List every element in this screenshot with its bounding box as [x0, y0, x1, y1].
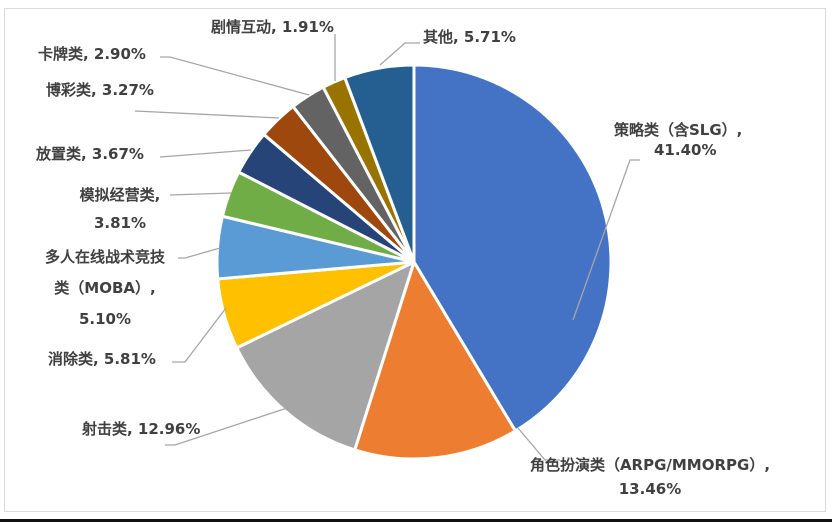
leader-line-0	[517, 427, 560, 461]
leader-line-4	[178, 247, 221, 259]
label-gambling-text: 博彩类, 3.27%	[46, 81, 154, 99]
label-match-text: 消除类, 5.81%	[48, 350, 156, 368]
leader-line-1	[572, 159, 640, 321]
label-other: 其他, 5.71%	[423, 27, 516, 47]
leader-line-5	[169, 192, 232, 196]
leader-lines	[134, 34, 640, 461]
label-card-text: 卡牌类, 2.90%	[38, 45, 146, 63]
label-strategy-value: 41.40%	[654, 141, 717, 159]
leader-line-6	[159, 149, 252, 158]
label-strategy: 策略类（含SLG）, 41.40%	[614, 120, 742, 160]
label-story-text: 剧情互动, 1.91%	[211, 18, 334, 36]
label-moba-line1: 多人在线战术竞技	[44, 248, 165, 266]
label-story: 剧情互动, 1.91%	[211, 17, 334, 37]
label-strategy-name: 策略类（含SLG）,	[614, 121, 743, 139]
label-rpg-name: 角色扮演类（ARPG/MMORPG）,	[529, 456, 771, 474]
label-moba: 多人在线战术竞技 类（MOBA）, 5.10%	[30, 242, 180, 335]
label-sim-name: 模拟经营类,	[79, 186, 161, 204]
leader-line-2	[165, 407, 288, 446]
leader-line-3	[172, 307, 227, 363]
label-shooter-text: 射击类, 12.96%	[82, 420, 201, 438]
label-card: 卡牌类, 2.90%	[38, 44, 146, 64]
label-idle: 放置类, 3.67%	[36, 144, 144, 164]
pie-slices	[215, 63, 613, 461]
label-moba-line2: 类（MOBA）,	[54, 279, 156, 297]
pie-slice-1	[353, 260, 517, 461]
label-moba-value: 5.10%	[78, 310, 132, 328]
pie-slice-2	[235, 260, 416, 452]
label-match: 消除类, 5.81%	[48, 349, 156, 369]
label-sim: 模拟经营类, 3.81%	[70, 181, 170, 237]
leader-line-10	[379, 42, 420, 66]
label-shooter: 射击类, 12.96%	[82, 419, 200, 439]
bottom-rule	[0, 519, 832, 522]
label-rpg: 角色扮演类（ARPG/MMORPG）, 13.46%	[500, 455, 800, 499]
leader-line-7	[134, 110, 280, 119]
leader-line-8	[160, 56, 310, 96]
label-gambling: 博彩类, 3.27%	[46, 80, 154, 100]
label-idle-text: 放置类, 3.67%	[36, 145, 144, 163]
label-sim-value: 3.81%	[93, 214, 147, 232]
label-other-text: 其他, 5.71%	[423, 28, 516, 46]
pie-slice-0	[412, 63, 613, 433]
label-rpg-value: 13.46%	[618, 480, 682, 498]
pie-slice-10	[343, 63, 416, 264]
